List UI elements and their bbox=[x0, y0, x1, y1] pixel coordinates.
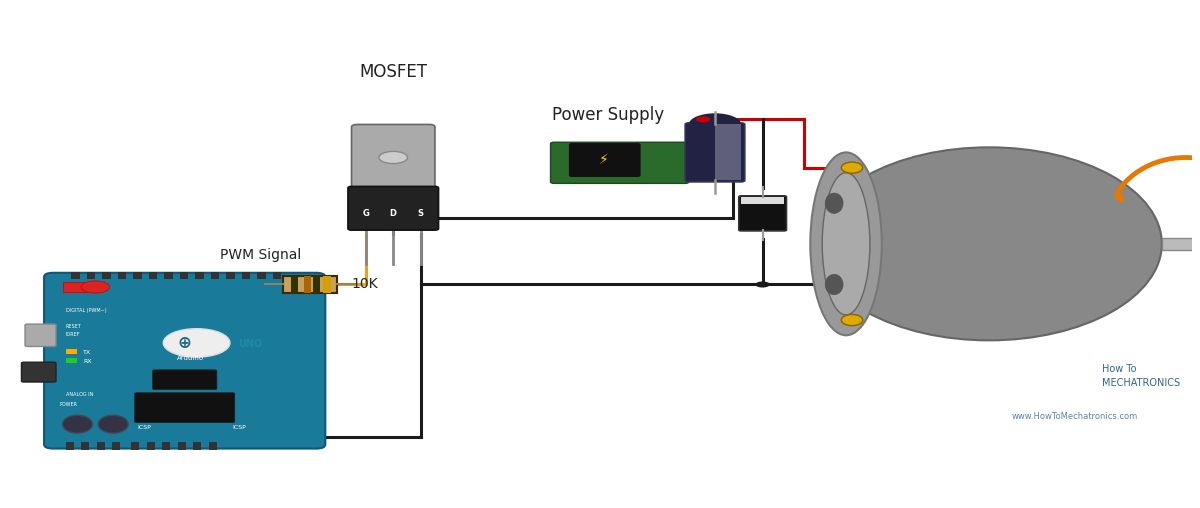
Bar bbox=[149, 272, 157, 279]
Bar bbox=[112, 442, 120, 450]
FancyBboxPatch shape bbox=[348, 186, 438, 230]
Bar bbox=[193, 442, 202, 450]
Ellipse shape bbox=[826, 193, 844, 213]
Bar bbox=[66, 442, 74, 450]
Circle shape bbox=[756, 281, 769, 288]
FancyBboxPatch shape bbox=[22, 362, 56, 382]
Circle shape bbox=[379, 151, 408, 164]
FancyBboxPatch shape bbox=[685, 123, 745, 182]
Bar bbox=[86, 272, 95, 279]
Bar bbox=[102, 272, 110, 279]
Text: Arduino: Arduino bbox=[178, 355, 204, 361]
Bar bbox=[133, 272, 142, 279]
FancyBboxPatch shape bbox=[152, 370, 217, 390]
Bar bbox=[324, 276, 330, 293]
Bar bbox=[715, 124, 742, 180]
Bar bbox=[72, 272, 80, 279]
FancyBboxPatch shape bbox=[352, 124, 434, 190]
Bar bbox=[131, 442, 139, 450]
Wedge shape bbox=[689, 113, 742, 124]
Text: www.HowToMechatronics.com: www.HowToMechatronics.com bbox=[1012, 412, 1138, 421]
Text: POWER: POWER bbox=[60, 402, 78, 407]
Ellipse shape bbox=[841, 314, 863, 326]
Text: DIGITAL (PWM~): DIGITAL (PWM~) bbox=[66, 308, 106, 313]
Text: RX: RX bbox=[84, 359, 92, 364]
Bar bbox=[292, 276, 299, 293]
FancyBboxPatch shape bbox=[134, 393, 235, 423]
Ellipse shape bbox=[62, 416, 92, 433]
Circle shape bbox=[163, 329, 230, 357]
Bar bbox=[283, 276, 337, 293]
Text: D: D bbox=[390, 209, 397, 218]
FancyBboxPatch shape bbox=[44, 273, 325, 449]
Text: TX: TX bbox=[84, 350, 91, 355]
FancyBboxPatch shape bbox=[739, 196, 786, 231]
Bar bbox=[1162, 238, 1200, 250]
Bar bbox=[118, 272, 126, 279]
Bar bbox=[66, 349, 78, 354]
Bar bbox=[211, 272, 220, 279]
Ellipse shape bbox=[822, 173, 870, 315]
Bar bbox=[209, 442, 217, 450]
Bar bbox=[196, 272, 204, 279]
Bar bbox=[742, 197, 784, 205]
Text: ICSP: ICSP bbox=[137, 425, 151, 430]
FancyBboxPatch shape bbox=[25, 324, 56, 346]
Bar bbox=[178, 442, 186, 450]
Text: ⚡: ⚡ bbox=[599, 153, 610, 167]
Bar bbox=[227, 272, 235, 279]
Circle shape bbox=[696, 116, 710, 122]
Ellipse shape bbox=[810, 152, 882, 335]
Text: RESET: RESET bbox=[66, 324, 82, 329]
Text: 10K: 10K bbox=[352, 277, 378, 292]
Text: UNO: UNO bbox=[239, 339, 263, 350]
Bar bbox=[180, 272, 188, 279]
Text: MOSFET: MOSFET bbox=[359, 64, 427, 81]
Ellipse shape bbox=[841, 162, 863, 173]
Ellipse shape bbox=[816, 147, 1162, 340]
Text: ICSP: ICSP bbox=[233, 425, 246, 430]
FancyBboxPatch shape bbox=[570, 144, 640, 176]
Ellipse shape bbox=[98, 416, 128, 433]
FancyBboxPatch shape bbox=[551, 142, 689, 183]
Text: PWM Signal: PWM Signal bbox=[221, 247, 301, 262]
Bar bbox=[82, 442, 89, 450]
Text: ANALOG IN: ANALOG IN bbox=[66, 392, 92, 397]
Bar bbox=[242, 272, 251, 279]
Bar bbox=[64, 282, 89, 292]
Bar bbox=[96, 442, 104, 450]
Text: How To
MECHATRONICS: How To MECHATRONICS bbox=[1103, 364, 1181, 388]
Bar bbox=[257, 272, 265, 279]
Text: G: G bbox=[362, 209, 370, 218]
Ellipse shape bbox=[826, 274, 844, 295]
Bar bbox=[304, 276, 311, 293]
Bar bbox=[146, 442, 155, 450]
Bar bbox=[164, 272, 173, 279]
Bar bbox=[162, 442, 170, 450]
Bar bbox=[272, 272, 281, 279]
Text: ⊕: ⊕ bbox=[178, 334, 192, 352]
Bar bbox=[313, 276, 320, 293]
Circle shape bbox=[82, 281, 109, 293]
Bar bbox=[66, 358, 78, 363]
Text: IOREF: IOREF bbox=[66, 332, 80, 337]
Text: S: S bbox=[418, 209, 424, 218]
Text: Power Supply: Power Supply bbox=[552, 107, 664, 124]
